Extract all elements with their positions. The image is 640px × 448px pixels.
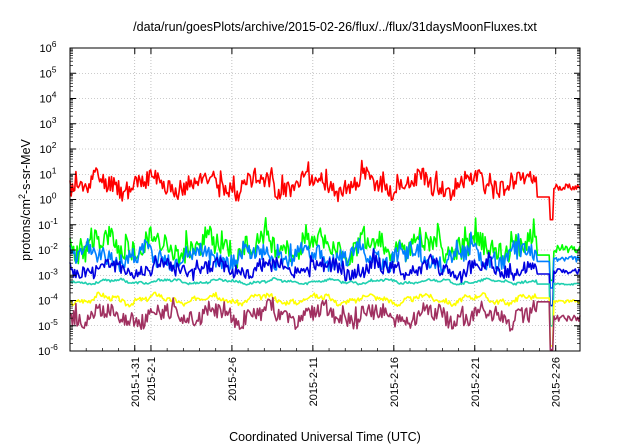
y-tick-label: 10-1 [38, 216, 58, 232]
x-tick-label: 2015-1-31 [130, 357, 142, 407]
y-axis-label-post: -s-sr-MeV [19, 138, 33, 194]
y-axis-label: protons/cm2-s-sr-MeV [17, 138, 33, 260]
x-axis: 2015-1-31 2015-2-1 2015-2-6 2015-2-11 2015-2… [85, 48, 563, 407]
series-line [69, 276, 581, 327]
series-line [69, 159, 581, 221]
y-tick-label: 103 [40, 115, 57, 131]
y-tick-label: 10-3 [38, 266, 58, 282]
y-tick-label: 104 [40, 90, 57, 106]
x-tick-label: 2015-2-11 [308, 357, 320, 406]
chart-title: /data/run/goesPlots/archive/2015-02-26/f… [133, 20, 537, 34]
y-tick-label: 10-6 [38, 342, 58, 358]
y-tick-label: 10-4 [38, 292, 58, 308]
x-tick-label: 2015-2-26 [551, 357, 563, 407]
series-line [69, 217, 581, 282]
series-line [69, 248, 581, 307]
y-tick-label: 102 [40, 140, 57, 156]
grid [70, 48, 580, 351]
x-tick-label: 2015-2-6 [227, 357, 239, 401]
y-axis-label-sup: 2 [17, 194, 27, 199]
y-tick-label: 105 [40, 64, 57, 80]
series-line [69, 291, 581, 347]
x-tick-label: 2015-2-16 [389, 357, 401, 407]
series-group [69, 159, 581, 351]
y-tick-label: 100 [40, 191, 57, 207]
y-tick-label: 101 [40, 165, 57, 181]
x-tick-label: 2015-2-21 [470, 357, 482, 407]
y-axis-label-pre: protons/cm [19, 199, 33, 261]
series-line [69, 296, 581, 351]
y-tick-label: 106 [40, 39, 57, 55]
x-tick-label: 2015-2-1 [146, 357, 158, 401]
x-axis-label: Coordinated Universal Time (UTC) [229, 430, 421, 444]
y-tick-label: 10-5 [38, 317, 58, 333]
y-tick-label: 10-2 [38, 241, 58, 257]
